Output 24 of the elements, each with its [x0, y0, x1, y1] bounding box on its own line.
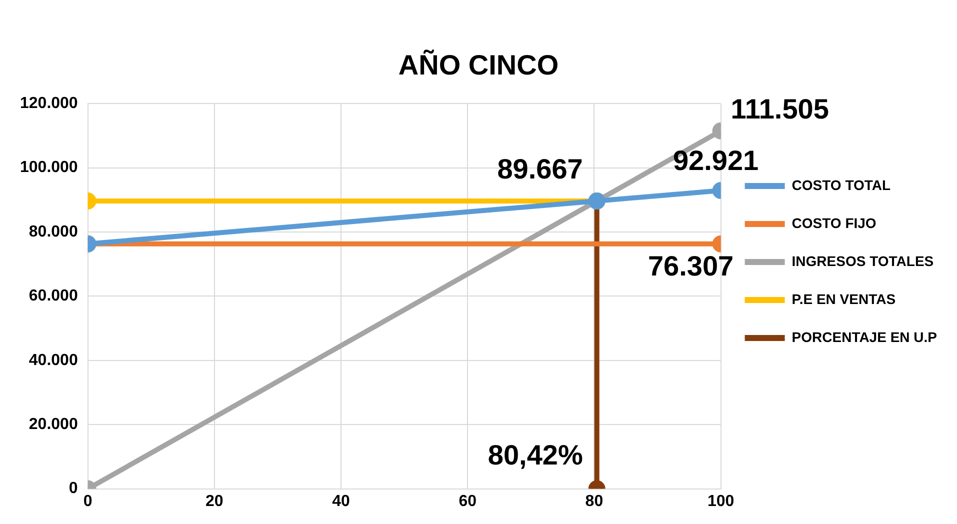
y-tick-label: 120.000	[20, 95, 78, 112]
data-label: 92.921	[672, 145, 759, 176]
x-tick-label: 100	[707, 492, 734, 510]
legend-label: P.E EN VENTAS	[792, 290, 896, 307]
data-label: 76.307	[648, 250, 734, 282]
y-tick-label: 80.000	[28, 223, 78, 240]
x-tick-label: 80	[585, 492, 604, 510]
x-tick-label: 60	[458, 492, 477, 510]
x-tick-label: 20	[206, 492, 224, 510]
x-tick-label: 0	[83, 492, 92, 510]
data-label: 111.505	[730, 94, 829, 125]
y-tick-label: 60.000	[28, 288, 78, 305]
legend-label: INGRESOS TOTALES	[792, 252, 934, 269]
legend-label: COSTO FIJO	[792, 214, 876, 231]
y-tick-label: 40.000	[28, 352, 78, 369]
x-tick-label: 40	[332, 492, 350, 510]
annotation: 80,42%	[488, 440, 583, 471]
legend-label: PORCENTAJE EN U.P	[792, 328, 938, 345]
y-tick-label: 20.000	[28, 416, 78, 434]
y-tick-label: 100.000	[20, 159, 78, 176]
legend-label: COSTO TOTAL	[792, 176, 892, 193]
data-label: 89.667	[497, 154, 583, 185]
chart-title: AÑO CINCO	[398, 50, 559, 81]
y-tick-label: 0	[68, 480, 78, 498]
